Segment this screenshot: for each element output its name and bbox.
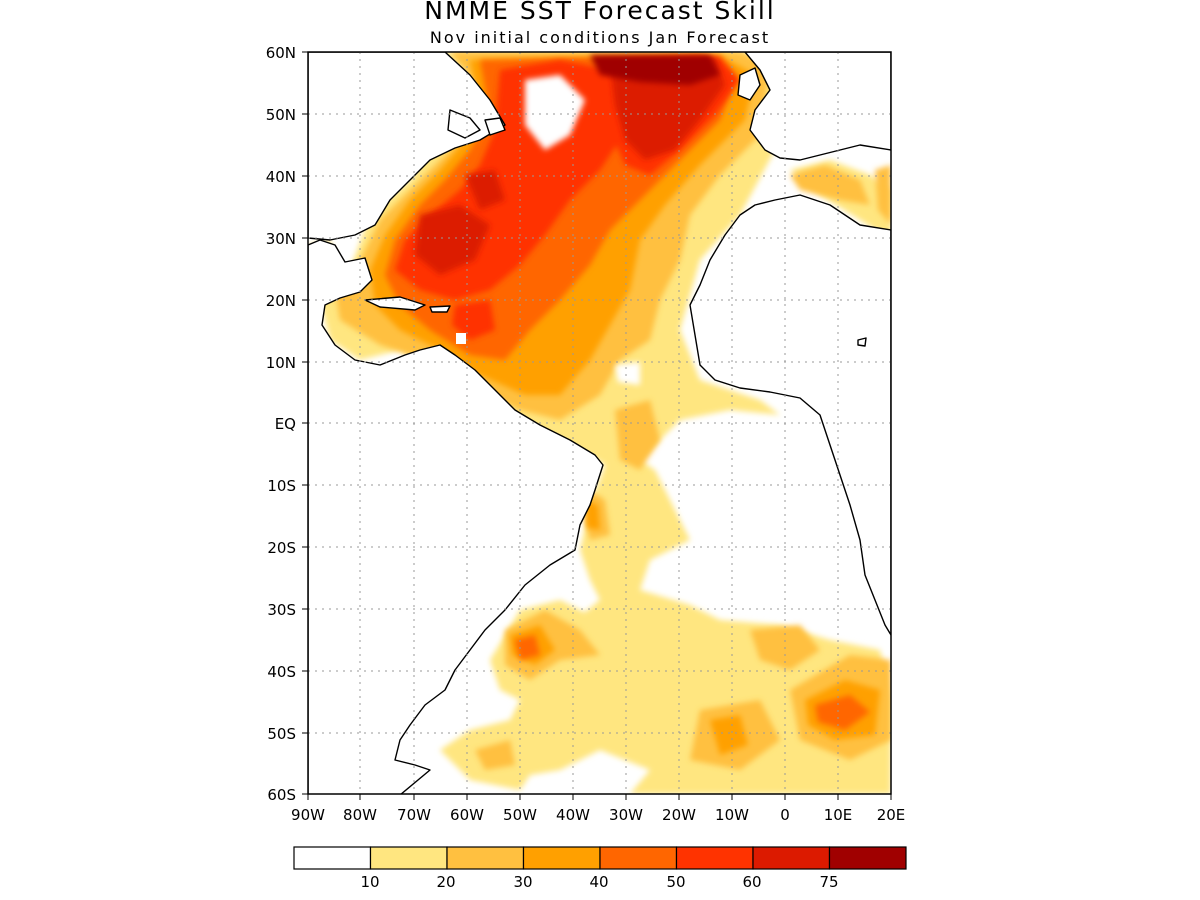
lat-label: 50S [267,725,296,743]
colorbar-labels: 10 20 30 40 50 60 75 [360,873,838,891]
lat-label: 10S [267,477,296,495]
lon-label: 10W [715,806,749,824]
tick-marks [302,51,892,800]
lon-label: 30W [609,806,643,824]
lon-label: 80W [343,806,377,824]
colorbar-swatch [752,846,831,870]
colorbar-swatch [446,846,525,870]
colorbar-tick-label: 75 [819,873,838,891]
lon-label: 70W [397,806,431,824]
colorbar-swatch [293,846,372,870]
lon-label: 20W [662,806,696,824]
lat-label: 40N [266,168,296,186]
lon-label: 40W [556,806,590,824]
colorbar-swatch [828,846,907,870]
colorbar-tick-label: 30 [513,873,532,891]
colorbar-tick-label: 60 [742,873,761,891]
lat-label: 60N [266,44,296,62]
lon-label: 60W [450,806,484,824]
map-title: NMME SST Forecast Skill [424,0,776,25]
grid-lines [308,52,891,794]
lon-label: 0 [780,806,790,824]
lat-label: EQ [275,415,296,433]
colorbar [293,846,907,870]
lat-label: 20N [266,292,296,310]
lat-label: 30S [267,601,296,619]
lat-label: 50N [266,106,296,124]
colorbar-tick-label: 10 [360,873,379,891]
lon-label: 90W [291,806,325,824]
colorbar-tick-label: 20 [436,873,455,891]
colorbar-tick-label: 50 [666,873,685,891]
lon-label: 50W [503,806,537,824]
land-masses [308,52,891,794]
lon-label: 10E [824,806,853,824]
colorbar-tick-label: 40 [589,873,608,891]
lat-label: 30N [266,230,296,248]
colorbar-swatch [522,846,601,870]
latitude-labels: 60N 50N 40N 30N 20N 10N EQ 10S 20S 30S 4… [266,44,296,804]
colorbar-swatch [675,846,754,870]
colorbar-swatch [369,846,448,870]
colorbar-swatch [599,846,678,870]
map-subtitle: Nov initial conditions Jan Forecast [429,28,771,47]
lon-label: 20E [877,806,906,824]
lat-label: 60S [267,786,296,804]
longitude-labels: 90W 80W 70W 60W 50W 40W 30W 20W 10W 0 10… [291,806,905,824]
lat-label: 10N [266,354,296,372]
lat-label: 40S [267,663,296,681]
lat-label: 20S [267,539,296,557]
